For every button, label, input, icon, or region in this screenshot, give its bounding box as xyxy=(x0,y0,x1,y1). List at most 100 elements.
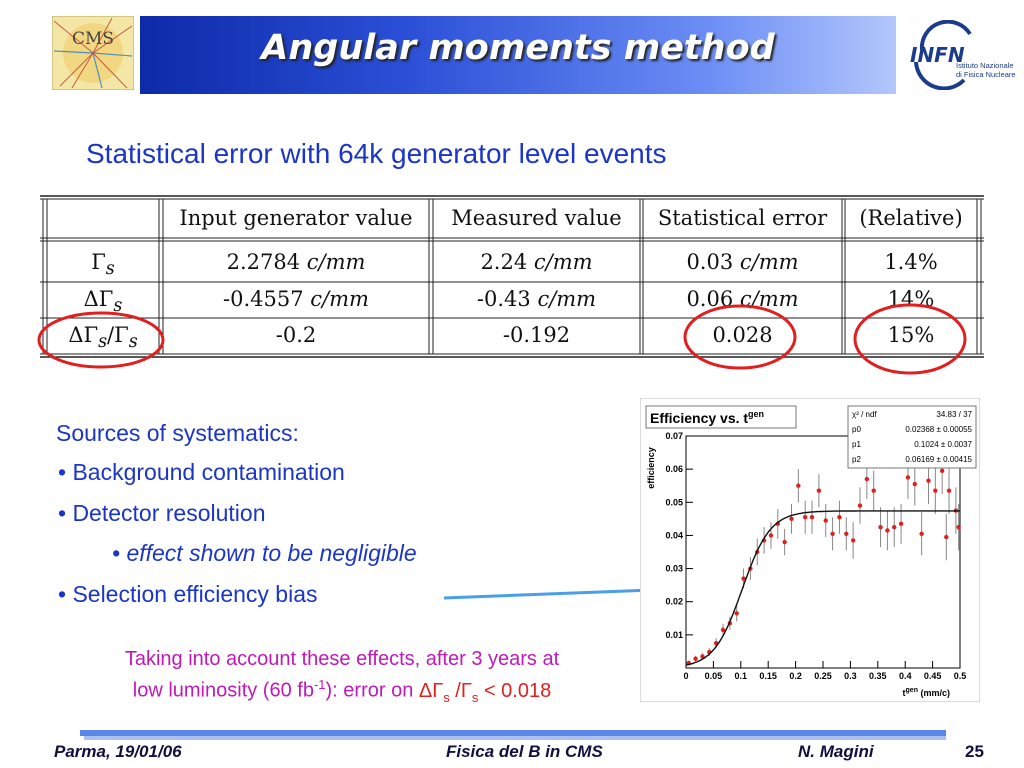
chart-title-box xyxy=(645,405,797,429)
data-point xyxy=(837,515,842,520)
row-input: -0.4557 c/mm xyxy=(223,287,369,311)
y-axis-label: efficiency xyxy=(646,447,656,489)
y-tick-label: 0.02 xyxy=(665,597,683,607)
note-line2: low luminosity (60 fb-1): error on ΔΓs /… xyxy=(132,677,552,705)
data-point xyxy=(693,656,698,661)
svg-text:Istituto Nazionale: Istituto Nazionale xyxy=(956,61,1014,70)
row-param: Γs xyxy=(91,250,115,280)
data-point xyxy=(905,475,911,480)
row-rel: 14% xyxy=(887,287,935,311)
x-tick-label: 0.15 xyxy=(759,671,777,681)
data-point xyxy=(933,488,938,493)
x-tick-label: 0 xyxy=(683,671,688,681)
stats-box xyxy=(847,405,977,469)
x-axis-label: tgen (mm/c) xyxy=(903,687,950,698)
data-point xyxy=(926,478,931,483)
footer-talk-title: Fisica del B in CMS xyxy=(446,742,603,761)
y-tick-label: 0.01 xyxy=(665,630,683,640)
stats-param-name: p0 xyxy=(852,425,861,434)
row-stat: 0.06 c/mm xyxy=(686,287,799,311)
data-point xyxy=(864,476,870,482)
data-point xyxy=(700,654,705,659)
data-point xyxy=(912,481,917,487)
data-point xyxy=(789,516,794,522)
footer-author: N. Magini xyxy=(798,742,874,761)
footer-location-date: Parma, 19/01/06 xyxy=(54,742,182,761)
row-rel: 1.4% xyxy=(884,250,938,274)
data-point xyxy=(898,521,904,527)
subtitle: Statistical error with 64k generator lev… xyxy=(86,138,667,169)
x-tick-label: 0.3 xyxy=(844,671,857,681)
svg-text:CMS: CMS xyxy=(72,29,114,49)
x-tick-label: 0.05 xyxy=(705,671,723,681)
x-tick-label: 0.45 xyxy=(924,671,942,681)
svg-text:INFN: INFN xyxy=(910,43,965,67)
systematics-item: • Background contamination xyxy=(58,459,345,485)
x-tick-label: 0.1 xyxy=(735,671,748,681)
x-tick-label: 0.35 xyxy=(869,671,887,681)
x-tick-label: 0.4 xyxy=(899,671,912,681)
data-point xyxy=(782,539,787,545)
data-point xyxy=(919,531,924,536)
data-point xyxy=(741,576,746,581)
footer-divider-shadow xyxy=(84,736,946,740)
stats-param-name: p2 xyxy=(852,455,861,464)
header-input: Input generator value xyxy=(179,206,413,230)
stats-param-name: p1 xyxy=(852,440,861,449)
data-point xyxy=(939,468,945,473)
header-stat-error: Statistical error xyxy=(657,206,828,230)
data-point xyxy=(809,515,815,520)
cms-logo: CMS xyxy=(51,15,135,91)
data-point xyxy=(768,533,774,538)
data-point xyxy=(734,611,739,616)
data-point xyxy=(850,538,856,543)
systematics-item: • Detector resolution xyxy=(58,500,266,526)
y-tick-label: 0.07 xyxy=(665,431,683,441)
row-input: 2.2784 c/mm xyxy=(226,250,366,274)
y-tick-label: 0.04 xyxy=(665,530,683,540)
title-bar xyxy=(140,16,896,94)
stats-chi2-value: 34.83 / 37 xyxy=(936,410,972,419)
y-tick-label: 0.03 xyxy=(665,564,683,574)
results-table: Input generator value Measured value Sta… xyxy=(40,194,984,358)
y-tick-label: 0.06 xyxy=(665,464,683,474)
data-point xyxy=(823,518,828,523)
data-point xyxy=(878,524,883,530)
data-point xyxy=(944,534,949,540)
header-relative: (Relative) xyxy=(859,206,963,230)
y-tick-label: 0.05 xyxy=(665,497,683,507)
data-point xyxy=(956,524,961,530)
data-point xyxy=(892,524,897,530)
x-tick-label: 0.2 xyxy=(789,671,802,681)
infn-logo: INFN Istituto Nazionale di Fisica Nuclea… xyxy=(904,19,1022,91)
pointer-arrow xyxy=(443,588,653,600)
row-input: -0.2 xyxy=(275,323,317,347)
row-measured: 2.24 c/mm xyxy=(480,250,593,274)
x-tick-label: 0.25 xyxy=(814,671,832,681)
conclusion-note: Taking into account these effects, after… xyxy=(52,646,632,711)
page-number: 25 xyxy=(965,742,984,761)
data-point xyxy=(885,528,890,533)
note-line1: Taking into account these effects, after… xyxy=(124,648,560,670)
fit-curve xyxy=(685,510,960,666)
chart-title: Efficiency vs. tgen xyxy=(650,409,764,426)
row-rel: 15% xyxy=(887,323,935,347)
data-point xyxy=(796,483,801,488)
data-point xyxy=(816,488,822,493)
footer-divider xyxy=(80,730,946,736)
data-point xyxy=(802,515,808,520)
row-stat: 0.03 c/mm xyxy=(686,250,799,274)
data-point xyxy=(946,488,952,493)
row-param: ΔΓs xyxy=(83,287,123,317)
row-measured: -0.43 c/mm xyxy=(476,287,597,311)
data-point xyxy=(844,531,849,536)
stats-param-value: 0.1024 ± 0.0037 xyxy=(914,440,972,449)
header-measured: Measured value xyxy=(451,206,622,230)
row-param: ΔΓs/Γs xyxy=(68,323,138,353)
row-measured: -0.192 xyxy=(502,323,571,347)
data-point xyxy=(871,488,876,493)
data-point xyxy=(857,503,863,508)
efficiency-chart: 0.01 0.02 0.03 0.04 0.05 0.06 0.07 0 0.05 0.1 0.1… xyxy=(639,397,981,703)
slide-title: Angular moments method xyxy=(261,28,775,68)
systematics-item: • Selection efficiency bias xyxy=(58,581,318,607)
